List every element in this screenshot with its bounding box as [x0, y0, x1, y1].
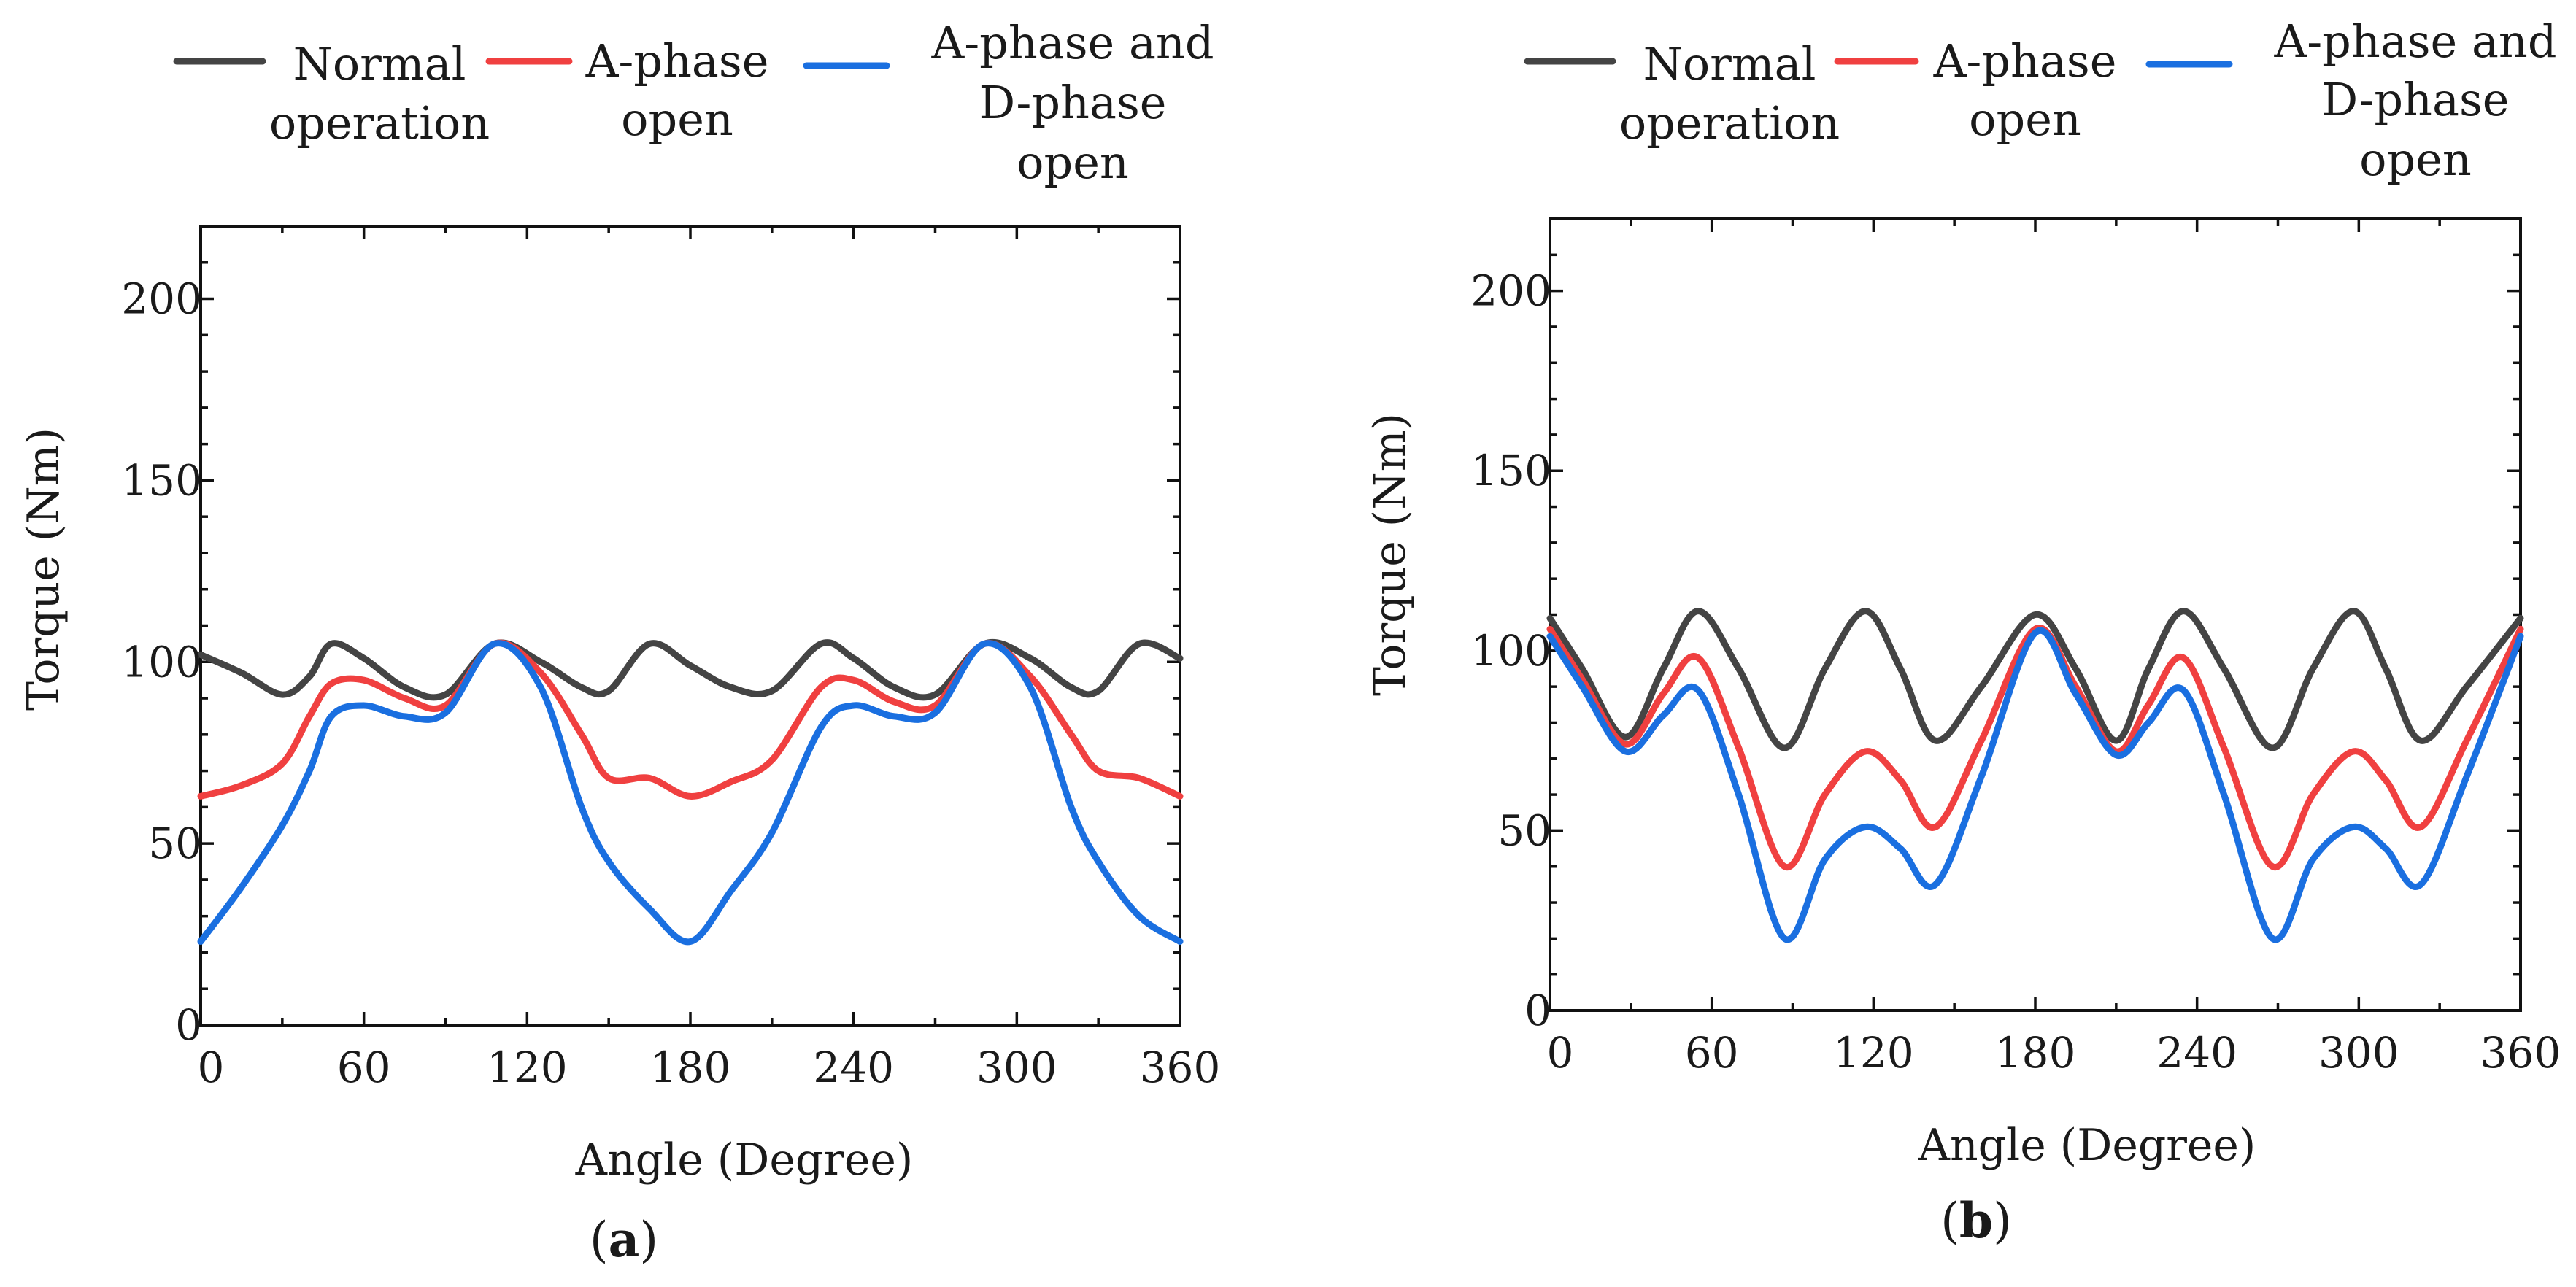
- legend-label-ad-open-l1: A-phase and: [930, 16, 1214, 69]
- legend-label-normal-l2: operation: [269, 96, 490, 150]
- legend-label-normal-l1: Normal: [1643, 37, 1816, 90]
- legend-label-a-open-l1: A-phase: [1933, 34, 2117, 88]
- panel-letter-b: b: [1959, 1192, 1993, 1249]
- chart-panel-a: Normal operation A-phase open A-phase an…: [18, 16, 1220, 1268]
- legend-label-a-open-l1: A-phase: [585, 34, 769, 88]
- x-axis-label-a: Angle (Degree): [575, 1135, 914, 1186]
- ticks-a: [199, 225, 1181, 1027]
- plot-frame-a: [199, 225, 1181, 1027]
- legend-label-ad-open-l3: open: [1017, 136, 1129, 189]
- x-tick-label: 120: [487, 1043, 568, 1092]
- panel-letter-a: a: [609, 1211, 640, 1268]
- y-tick-label: 150: [121, 455, 202, 505]
- panel-label-b: (b): [1940, 1192, 2012, 1249]
- x-tick-label: 60: [1685, 1028, 1739, 1078]
- series-line-a-phase-and-d-phase-open: [1546, 627, 2524, 943]
- x-tick-label: 0: [1547, 1028, 1574, 1078]
- series-line-a-phase-and-d-phase-open: [197, 640, 1184, 946]
- y-tick-label: 150: [1470, 446, 1551, 495]
- x-tick-label: 180: [650, 1043, 731, 1092]
- series-line-normal-operation: [1546, 608, 2524, 751]
- plot-area-b: 0 50 100 150 200 0 60 120 180 240 300 36…: [1365, 217, 2561, 1249]
- y-tick-label: 100: [1470, 626, 1551, 676]
- y-tick-label: 200: [121, 274, 202, 324]
- y-tick-label: 50: [1497, 805, 1551, 855]
- ticks-b: [1549, 217, 2522, 1012]
- y-tick-labels-b: 0 50 100 150 200: [1470, 266, 1551, 1035]
- x-tick-label: 300: [976, 1043, 1057, 1092]
- x-tick-label: 60: [337, 1043, 391, 1092]
- x-tick-label: 360: [2480, 1028, 2561, 1078]
- x-axis-label-b: Angle (Degree): [1918, 1120, 2256, 1171]
- x-tick-label: 120: [1833, 1028, 1914, 1078]
- y-tick-labels-a: 0 50 100 150 200: [121, 274, 202, 1050]
- series-group-a: [197, 638, 1184, 946]
- legend-a: Normal operation A-phase open A-phase an…: [173, 16, 1214, 189]
- legend-label-ad-open-l2: D-phase: [979, 76, 1167, 129]
- legend-label-normal-l2: operation: [1619, 96, 1840, 150]
- x-tick-label: 240: [813, 1043, 894, 1092]
- legend-label-ad-open-l1: A-phase and: [2273, 15, 2556, 68]
- x-tick-labels-a: 0 60 120 180 240 300 360: [198, 1043, 1221, 1092]
- y-tick-label: 0: [175, 1000, 202, 1050]
- x-tick-labels-b: 0 60 120 180 240 300 360: [1547, 1028, 2561, 1078]
- x-tick-label: 360: [1140, 1043, 1221, 1092]
- series-line-normal-operation: [197, 638, 1184, 701]
- legend-label-ad-open-l3: open: [2359, 133, 2472, 186]
- legend-label-a-open-l2: open: [621, 93, 733, 146]
- x-tick-label: 300: [2318, 1028, 2399, 1078]
- series-line-a-phase-open: [1546, 625, 2524, 871]
- y-tick-label: 100: [121, 637, 202, 687]
- y-tick-label: 0: [1524, 986, 1551, 1035]
- y-tick-label: 50: [148, 819, 202, 868]
- y-tick-label: 200: [1470, 266, 1551, 316]
- legend-b: Normal operation A-phase open A-phase an…: [1524, 15, 2557, 186]
- legend-label-normal-l1: Normal: [293, 37, 466, 90]
- y-axis-label-b: Torque (Nm): [1365, 413, 1416, 696]
- plot-area-a: 0 50 100 150 200 0 60 120 180 240 300 36…: [18, 225, 1221, 1268]
- x-tick-label: 180: [1995, 1028, 2076, 1078]
- x-tick-label: 240: [2156, 1028, 2237, 1078]
- series-group-b: [1546, 608, 2524, 943]
- y-axis-label-a: Torque (Nm): [18, 428, 69, 711]
- chart-panel-b: Normal operation A-phase open A-phase an…: [1365, 15, 2561, 1249]
- legend-label-ad-open-l2: D-phase: [2322, 73, 2510, 126]
- legend-label-a-open-l2: open: [1969, 93, 2081, 146]
- x-tick-label: 0: [198, 1043, 225, 1092]
- panel-label-a: (a): [590, 1211, 658, 1268]
